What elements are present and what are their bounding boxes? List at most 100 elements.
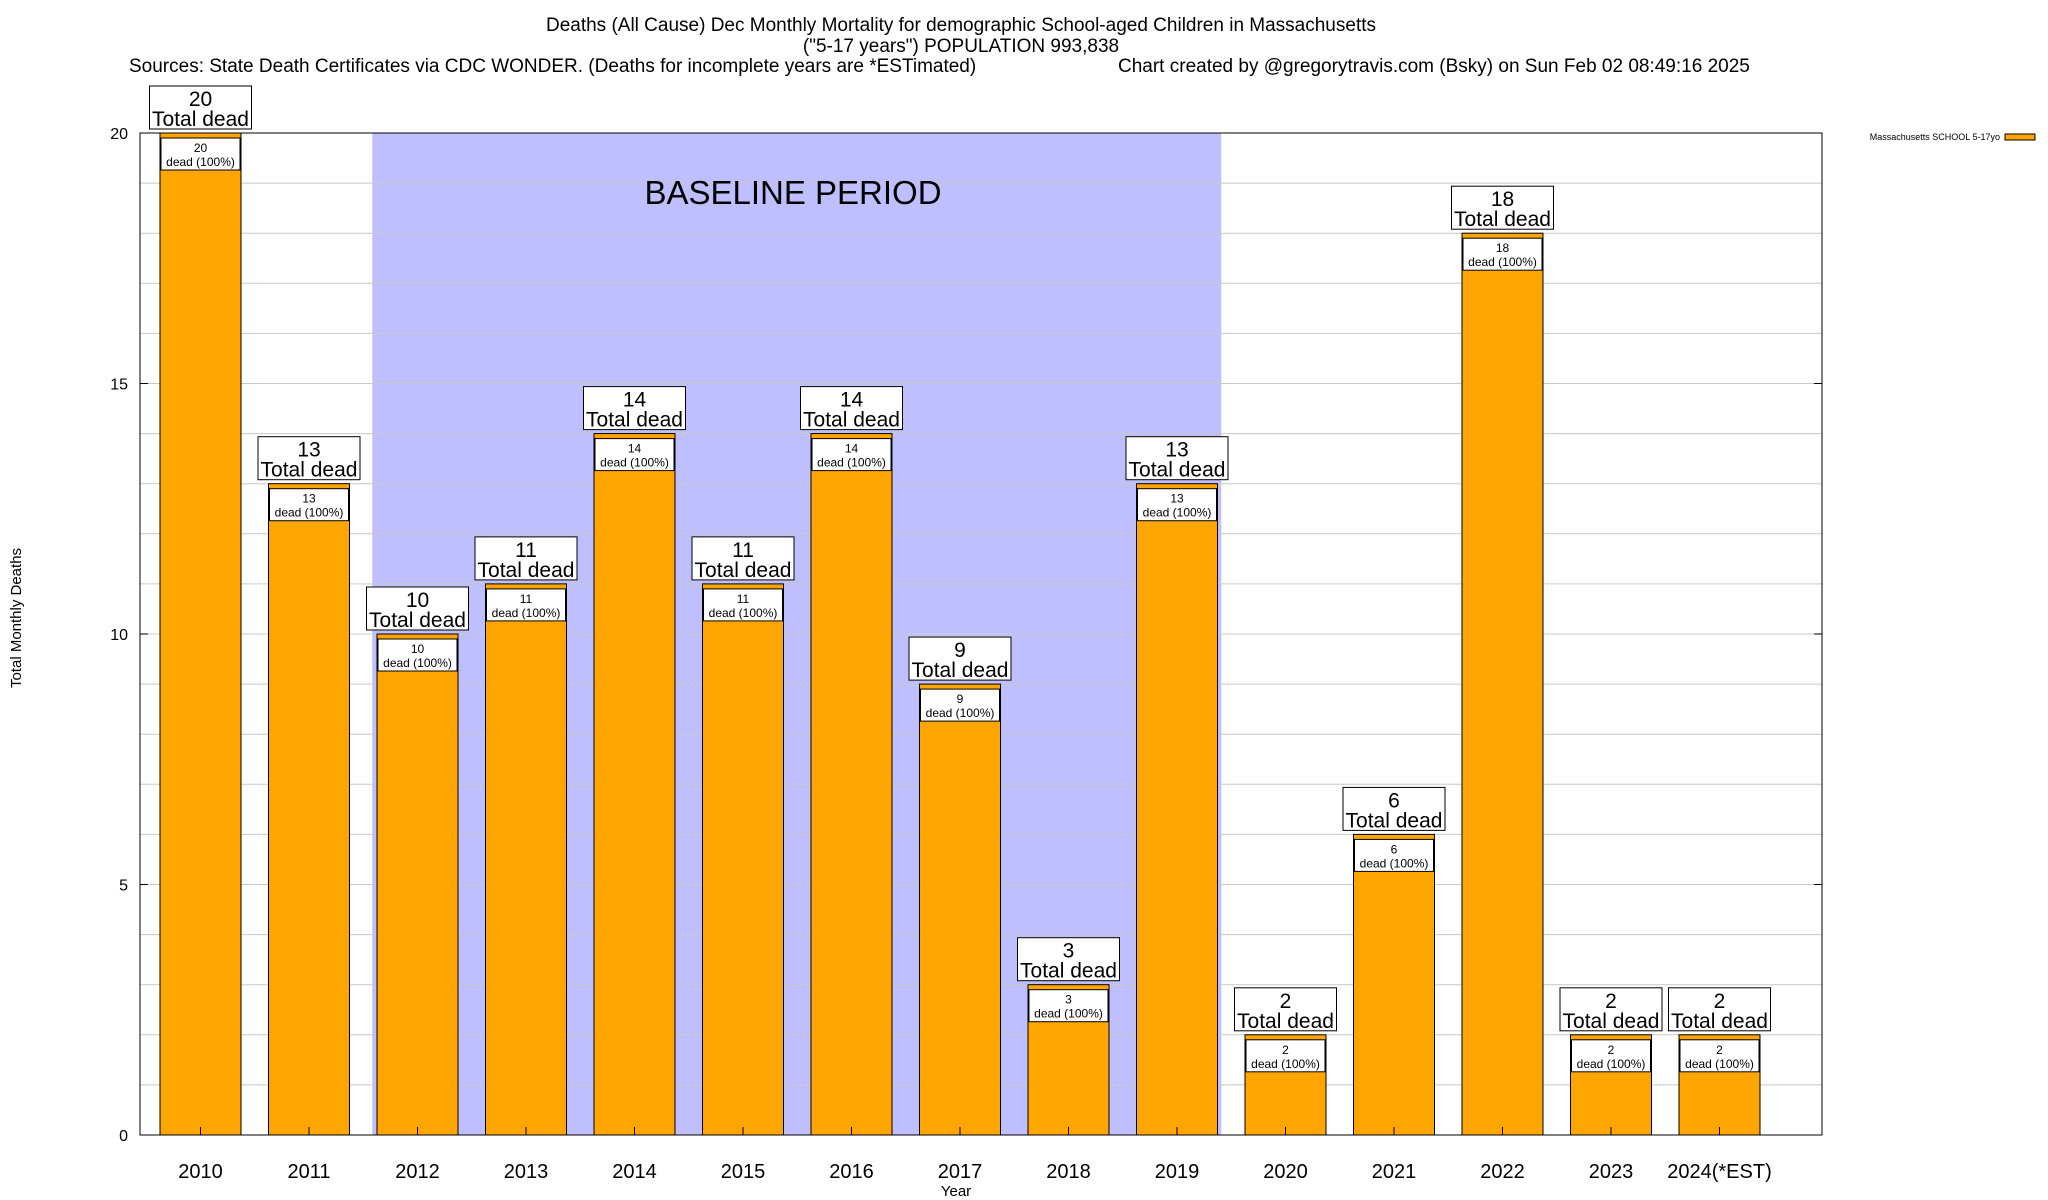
bar-total-label: Total dead [1454,208,1551,231]
bar-inner-value: 2 [1716,1043,1723,1057]
bar-total-value: 20 [189,88,212,111]
bar-total-label: Total dead [369,609,466,632]
bar-inner-label-box [377,638,458,672]
bar-total-label: Total dead [1129,459,1226,482]
bar-inner-label-box [920,688,1000,722]
bar-inner-share: dead (100%) [1468,255,1537,269]
x-tick-label: 2010 [178,1161,223,1183]
bar-total-label: Total dead [261,459,358,482]
bar-inner-share: dead (100%) [926,706,995,720]
bar-inner-value: 13 [302,492,316,506]
bar-inner-value: 13 [1170,492,1184,506]
bar-total-label-box [583,386,686,431]
y-tick-label: 0 [119,1128,128,1145]
bar-inner-label-box [1571,1039,1651,1073]
bar-total-value: 13 [1165,439,1188,462]
bar-total-label: Total dead [1237,1010,1334,1033]
bar-inner-label-box [811,438,892,472]
bar [593,433,676,1136]
bar-inner-share: dead (100%) [709,606,778,620]
x-tick-label: 2021 [1372,1161,1417,1183]
bar-inner-share: dead (100%) [1251,1057,1320,1071]
bar-total-label: Total dead [1346,809,1443,832]
baseline-label: BASELINE PERIOD [644,174,941,211]
bar-inner-share: dead (100%) [275,506,344,520]
bar-total-value: 2 [1714,990,1726,1013]
bar-inner-value: 2 [1608,1043,1615,1057]
bar [919,683,1001,1136]
bar [702,583,784,1136]
x-tick-label: 2013 [504,1161,549,1183]
bar-inner-value: 6 [1391,842,1398,856]
bar-inner-label-box [269,488,349,522]
bar-inner-value: 11 [520,592,533,606]
bar [159,132,242,1136]
bar-total-value: 2 [1280,990,1292,1013]
bar-total-label: Total dead [1563,1010,1660,1033]
bar-total-value: 14 [623,389,647,412]
chart-credit: Chart created by @gregorytravis.com (Bsk… [1118,56,1750,77]
bar-total-label-box [1668,987,1771,1032]
bar-inner-share: dead (100%) [166,155,235,169]
bar-total-label-box [1451,185,1554,230]
bar-total-label: Total dead [1671,1010,1768,1033]
bar-inner-value: 20 [194,141,208,155]
bar-total-label-box [149,85,252,130]
bar-total-value: 2 [1605,990,1617,1013]
x-tick-label: 2014 [612,1161,657,1183]
bar-inner-share: dead (100%) [1360,856,1429,870]
bar-inner-share: dead (100%) [1685,1057,1754,1071]
x-tick-label: 2020 [1263,1161,1308,1183]
bar [810,433,893,1136]
bar-inner-label-box [1137,488,1217,522]
bar-total-label-box [474,536,578,581]
bar-total-label: Total dead [803,409,900,432]
bar-total-value: 3 [1063,940,1075,963]
bar-inner-label-box [1028,989,1109,1023]
bar-total-label-box [691,536,795,581]
bar-total-label: Total dead [478,559,575,582]
bar-total-label-box [366,586,469,631]
bar-total-value: 9 [954,639,966,662]
bar-total-label-box [1234,987,1337,1032]
bar-inner-label-box [1679,1039,1760,1073]
bar-inner-share: dead (100%) [1143,506,1212,520]
bar-total-label-box [1125,436,1229,481]
bar-inner-label-box [703,588,783,622]
bar-inner-value: 14 [845,442,859,456]
bar-inner-label-box [1245,1039,1326,1073]
bar-total-value: 6 [1388,789,1400,812]
bar [1136,483,1218,1136]
bar-inner-value: 3 [1065,993,1072,1007]
bar-inner-label-box [1462,237,1543,271]
x-tick-label: 2016 [829,1161,874,1183]
chart-subtitle: ("5-17 years") POPULATION 993,838 [803,36,1119,57]
x-tick-label: 2011 [287,1161,330,1183]
bar-total-value: 11 [732,539,754,562]
bar-total-value: 13 [297,439,320,462]
legend-swatch [2004,133,2036,141]
bar-inner-share: dead (100%) [492,606,561,620]
bar-total-label: Total dead [586,409,683,432]
x-tick-label: 2017 [938,1161,983,1183]
x-axis-label: Year [941,1183,971,1200]
bar [1353,833,1435,1136]
bar-inner-share: dead (100%) [383,656,452,670]
bar-total-label-box [257,436,361,481]
bar [268,483,350,1136]
bar-inner-label-box [594,438,675,472]
bar-total-label-box [800,386,903,431]
bar-total-label: Total dead [1020,960,1117,983]
bar-inner-value: 10 [411,642,425,656]
x-tick-label: 2012 [395,1161,440,1183]
bar-inner-share: dead (100%) [817,456,886,470]
bar-inner-label-box [160,137,241,171]
bar-total-label-box [1342,786,1446,831]
bar-total-label: Total dead [912,659,1009,682]
y-axis-label: Total Monthly Deaths [8,548,25,688]
x-tick-label: 2023 [1589,1161,1634,1183]
x-tick-label: 2018 [1046,1161,1091,1183]
bar-total-label: Total dead [152,108,249,131]
bar-total-label-box [1559,987,1663,1032]
